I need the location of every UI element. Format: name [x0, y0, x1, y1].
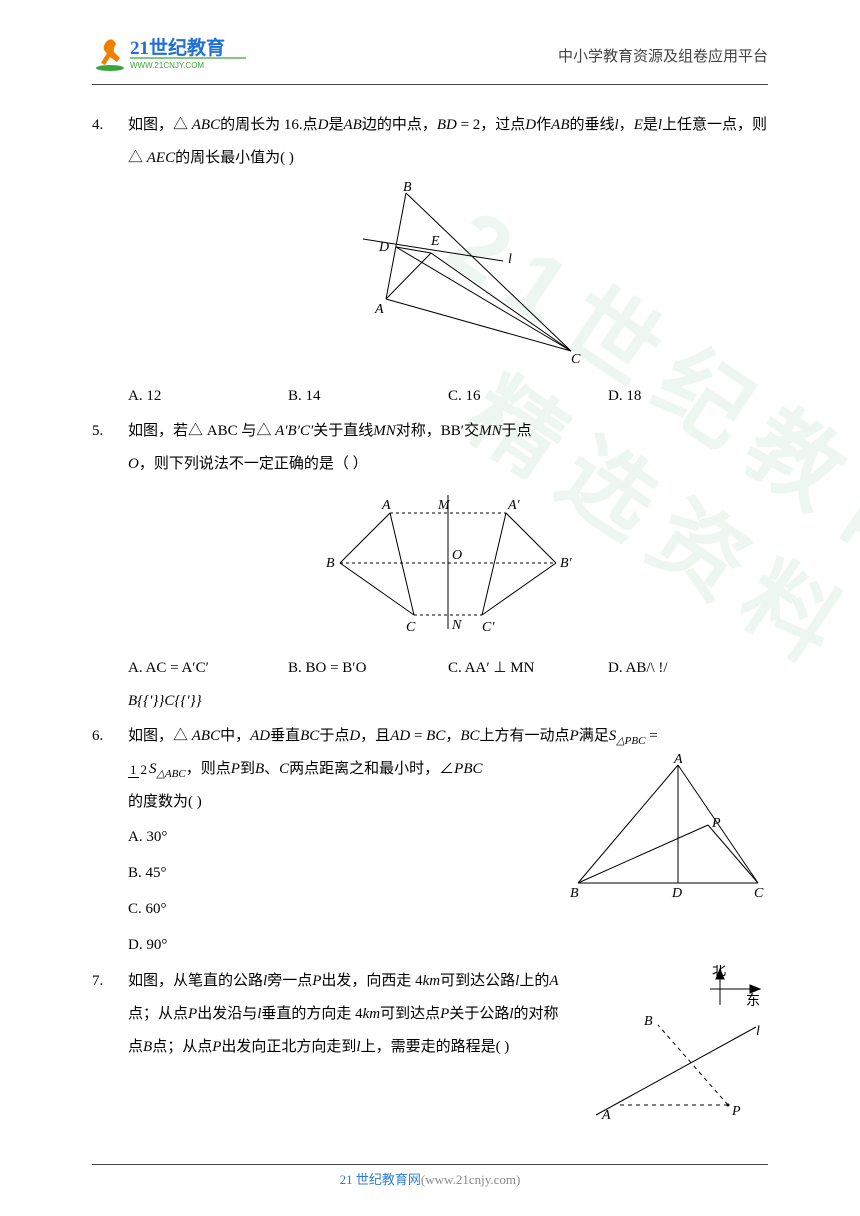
svg-text:N: N	[451, 618, 462, 633]
svg-text:A: A	[673, 753, 683, 767]
option-a: A. 12	[128, 380, 288, 413]
svg-text:B: B	[570, 886, 579, 901]
options-row: A. 12 B. 14 C. 16 D. 18	[128, 380, 768, 413]
question-number: 7.	[92, 965, 128, 1138]
svg-text:C′: C′	[482, 620, 495, 635]
svg-text:B: B	[403, 181, 412, 195]
svg-text:M: M	[437, 498, 451, 513]
question-text: 如图，若△ ABC 与△ A′B′C′关于直线MN对称，BB′交MN于点O，则下…	[128, 415, 768, 481]
logo: 21世纪教育 WWW.21CNJY.COM	[92, 34, 262, 76]
svg-text:A: A	[381, 498, 391, 513]
footer-rule	[92, 1164, 768, 1165]
header-rule	[92, 84, 768, 85]
svg-text:D: D	[671, 886, 682, 901]
option-c: C. AA′ ⊥ MN	[448, 652, 608, 685]
logo-text: 21世纪教育	[130, 36, 225, 59]
svg-text:P: P	[731, 1104, 741, 1119]
option-d: D. 90°	[128, 927, 768, 963]
svg-text:B: B	[326, 556, 335, 571]
svg-text:D: D	[378, 240, 389, 255]
figure-q5: A M A′ B O B′ C N C′	[128, 487, 768, 650]
option-d-tail: B{{'}}C{{'}}	[128, 685, 768, 718]
question-text: 如图，△ ABC的周长为 16.点D是AB边的中点，BD = 2，过点D作AB的…	[128, 109, 768, 175]
question-5: 5. 如图，若△ ABC 与△ A′B′C′关于直线MN对称，BB′交MN于点O…	[92, 415, 768, 718]
question-number: 6.	[92, 720, 128, 963]
header-subtitle: 中小学教育资源及组卷应用平台	[558, 45, 768, 66]
svg-text:P: P	[711, 816, 721, 831]
option-b: B. BO = B′O	[288, 652, 448, 685]
svg-text:C: C	[571, 352, 581, 365]
option-c: C. 16	[448, 380, 608, 413]
footer-domain: (www.21cnjy.com)	[421, 1172, 520, 1187]
svg-text:A: A	[601, 1108, 611, 1123]
svg-text:B′: B′	[560, 556, 573, 571]
svg-text:A′: A′	[507, 498, 521, 513]
option-b: B. 14	[288, 380, 448, 413]
logo-icon: 21世纪教育 WWW.21CNJY.COM	[92, 34, 262, 76]
footer-brand: 21 世纪教育网	[340, 1172, 421, 1187]
logo-url: WWW.21CNJY.COM	[130, 61, 204, 70]
svg-text:北: 北	[712, 965, 726, 979]
svg-text:B: B	[644, 1014, 653, 1029]
svg-text:A: A	[374, 302, 384, 317]
question-6: 6. 如图，△ ABC中，AD垂直BC于点D，且AD = BC，BC上方有一动点…	[92, 720, 768, 963]
options-row: A. AC = A′C′ B. BO = B′O C. AA′ ⊥ MN D. …	[128, 652, 768, 685]
option-a: A. AC = A′C′	[128, 652, 288, 685]
figure-q7: 北 东 B l A P	[578, 965, 768, 1138]
svg-text:O: O	[452, 548, 462, 563]
question-text: 如图，△ ABC中，AD垂直BC于点D，且AD = BC，BC上方有一动点P满足…	[128, 720, 768, 753]
question-number: 5.	[92, 415, 128, 718]
option-d: D. 18	[608, 380, 768, 413]
figure-q4: l B E	[128, 181, 768, 378]
svg-text:l: l	[508, 252, 512, 267]
question-4: 4. 如图，△ ABC的周长为 16.点D是AB边的中点，BD = 2，过点D作…	[92, 109, 768, 413]
svg-text:E: E	[430, 234, 440, 249]
svg-text:C: C	[754, 886, 764, 901]
svg-text:C: C	[406, 620, 416, 635]
svg-text:东: 东	[746, 993, 760, 1009]
page-header: 21世纪教育 WWW.21CNJY.COM 中小学教育资源及组卷应用平台	[92, 34, 768, 76]
question-7: 7.	[92, 965, 768, 1138]
svg-text:l: l	[756, 1024, 760, 1039]
figure-q6: A P B D C	[568, 753, 768, 916]
option-d: D. AB/\ !/	[608, 652, 768, 685]
question-number: 4.	[92, 109, 128, 413]
page-footer: 21 世纪教育网(www.21cnjy.com)	[0, 1164, 860, 1188]
